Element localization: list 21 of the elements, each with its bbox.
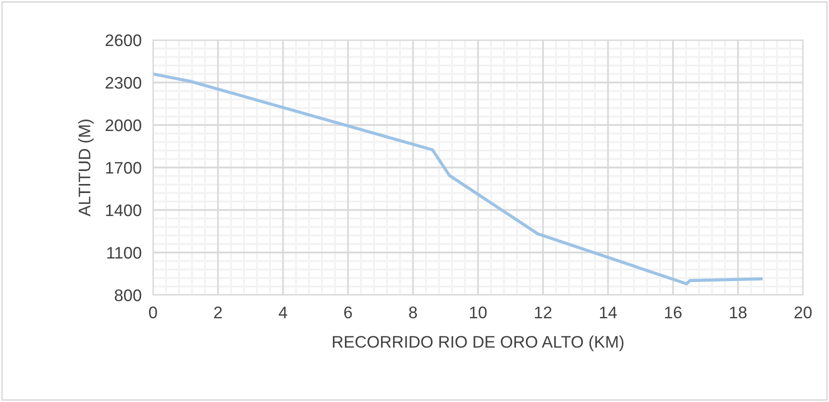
x-tick-label: 16	[665, 306, 682, 318]
y-tick-label: 1700	[106, 162, 142, 174]
y-tick-label: 2000	[106, 119, 142, 132]
y-axis-title: ALTITUD (M)	[78, 120, 94, 216]
x-tick-label: 10	[470, 306, 487, 318]
y-tick-label: 1400	[106, 204, 142, 216]
x-tick-label: 14	[600, 306, 617, 318]
x-tick-label: 0	[149, 306, 157, 318]
y-tick-label: 2300	[106, 76, 142, 89]
x-tick-label: 6	[344, 306, 352, 318]
y-tick-label: 800	[114, 289, 142, 302]
x-tick-label: 12	[535, 306, 552, 318]
x-tick-label: 4	[278, 306, 288, 318]
line-series	[153, 72, 763, 286]
x-tick-label: 20	[794, 306, 812, 318]
x-tick-label: 2	[214, 306, 222, 318]
x-axis-title: RECORRIDO RIO DE ORO ALTO (KM)	[332, 336, 624, 352]
y-tick-label: 2600	[106, 34, 142, 46]
y-tick-label: 1100	[107, 246, 142, 259]
x-tick-label: 18	[730, 306, 747, 318]
x-tick-label: 8	[409, 306, 417, 318]
